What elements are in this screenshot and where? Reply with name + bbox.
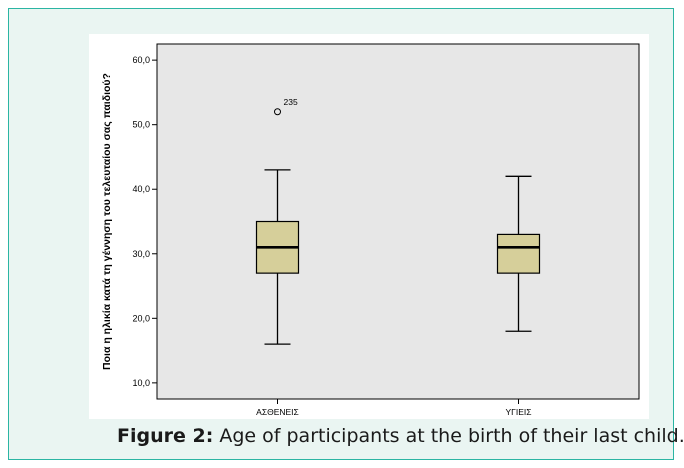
x-tick-label: ΑΣΘΕΝΕΙΣ	[256, 407, 299, 417]
caption-text: Age of participants at the birth of thei…	[213, 425, 684, 447]
y-tick-label: 60,0	[132, 55, 150, 65]
y-tick-label: 20,0	[132, 313, 150, 323]
outlier-point	[274, 108, 281, 116]
box-plot-chart: 10,0 20,0 30,0 40,0 50,0 60,0 Ποια η ηλικία κα…	[101, 43, 640, 417]
y-tick-label: 30,0	[132, 249, 150, 259]
figure-frame: 10,0 20,0 30,0 40,0 50,0 60,0 Ποια η ηλικία κα…	[8, 8, 684, 460]
caption-label: Figure 2:	[117, 425, 214, 447]
y-axis-label: Ποια η ηλικία κατά τη γέννηση του τελευτ…	[101, 73, 113, 370]
y-tick-label: 50,0	[132, 120, 150, 130]
plot-area	[156, 43, 640, 400]
y-tick-label: 10,0	[132, 378, 150, 388]
x-tick-label: ΥΓΙΕΙΣ	[506, 407, 532, 417]
figure-caption: Figure 2: Age of participants at the bir…	[117, 425, 684, 447]
chart-area: 10,0 20,0 30,0 40,0 50,0 60,0 Ποια η ηλικία κα…	[89, 34, 649, 419]
outlier-label: 235	[284, 97, 298, 107]
box-iqr	[496, 233, 541, 274]
y-tick-label: 40,0	[132, 184, 150, 194]
